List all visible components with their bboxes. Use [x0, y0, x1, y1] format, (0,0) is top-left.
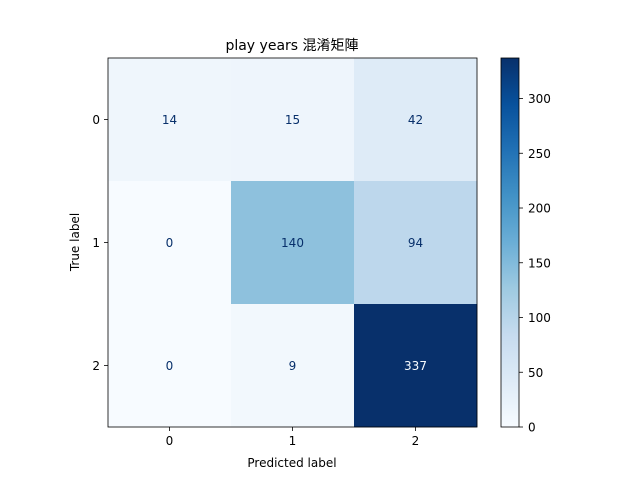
cell-value-1-1: 140: [281, 236, 304, 250]
y-axis-ticks: 0 1 2: [92, 113, 108, 373]
heatmap-cell-0-0: [108, 58, 232, 182]
cell-value-2-1: 9: [289, 359, 297, 373]
heatmap-cell-1-2: [354, 181, 478, 305]
y-axis-label: True label: [68, 213, 82, 272]
heatmap-cell-0-2: [354, 58, 478, 182]
heatmap-cell-2-1: [231, 304, 355, 428]
heatmap-cell-1-0: [108, 181, 232, 305]
cell-value-2-2: 337: [404, 359, 427, 373]
y-tick-label-0: 0: [92, 113, 100, 127]
chart-title: play years 混淆矩陣: [225, 38, 358, 54]
colorbar-tick-label-0: 0: [528, 421, 536, 435]
colorbar-tick-label-3: 150: [528, 256, 551, 270]
cell-value-0-0: 14: [162, 113, 177, 127]
heatmap-cells: [108, 58, 478, 428]
cell-value-0-1: 15: [285, 113, 300, 127]
x-axis-ticks: 0 1 2: [166, 427, 420, 448]
heatmap-cell-2-0: [108, 304, 232, 428]
colorbar-tick-label-6: 300: [528, 92, 551, 106]
heatmap-cell-1-1: [231, 181, 355, 305]
colorbar: [500, 57, 520, 428]
colorbar-tick-label-5: 250: [528, 147, 551, 161]
y-tick-label-1: 1: [92, 236, 100, 250]
colorbar-tick-label-4: 200: [528, 202, 551, 216]
colorbar-tick-label-1: 50: [528, 366, 543, 380]
cell-value-0-2: 42: [408, 113, 423, 127]
colorbar-tick-label-2: 100: [528, 311, 551, 325]
x-tick-label-0: 0: [166, 434, 174, 448]
cell-value-1-0: 0: [166, 236, 174, 250]
x-tick-label-1: 1: [289, 434, 297, 448]
heatmap-cell-2-2: [354, 304, 478, 428]
x-axis-label: Predicted label: [247, 456, 336, 470]
colorbar-ticks: 0 50 100 150 200 250 300: [519, 92, 551, 435]
cell-annotations: 14 15 42 0 140 94 0 9 337: [162, 113, 427, 373]
y-tick-label-2: 2: [92, 359, 100, 373]
x-tick-label-2: 2: [412, 434, 420, 448]
heatmap-cell-0-1: [231, 58, 355, 182]
cell-value-2-0: 0: [166, 359, 174, 373]
cell-value-1-2: 94: [408, 236, 423, 250]
